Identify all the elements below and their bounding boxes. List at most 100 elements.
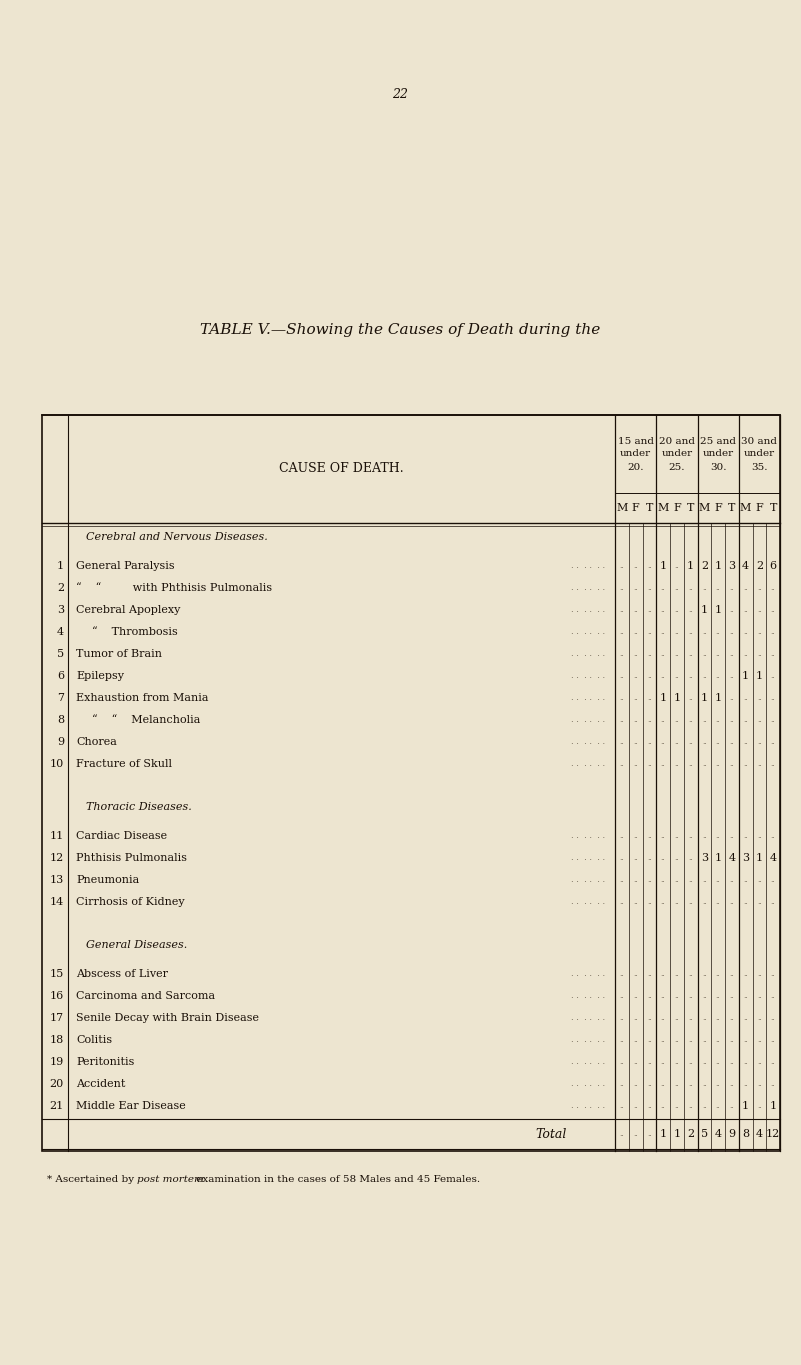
Text: ..: .. [702,650,706,658]
Text: Cerebral Apoplexy: Cerebral Apoplexy [76,605,180,616]
Text: Senile Decay with Brain Disease: Senile Decay with Brain Disease [76,1013,259,1022]
Text: ..: .. [702,628,706,636]
Text: 3: 3 [57,605,64,616]
Text: ..: .. [702,738,706,747]
Text: ..: .. [674,606,679,614]
Text: . .  . .  . .: . . . . . . [571,876,605,885]
Text: ..: .. [757,1102,762,1110]
Text: ..: .. [743,898,748,906]
Text: Cerebral and Nervous Diseases.: Cerebral and Nervous Diseases. [86,532,268,542]
Text: ..: .. [647,650,652,658]
Text: ..: .. [674,1080,679,1088]
Text: ..: .. [634,562,638,571]
Text: ..: .. [661,992,666,1001]
Text: . .  . .  . .: . . . . . . [571,1036,605,1044]
Text: T: T [728,502,735,513]
Text: ..: .. [743,1036,748,1044]
Text: ..: .. [674,1102,679,1110]
Text: 6: 6 [770,561,777,571]
Text: ..: .. [619,717,624,723]
Text: 1: 1 [714,853,722,863]
Text: ..: .. [634,584,638,592]
Text: ..: .. [661,628,666,636]
Text: ..: .. [757,738,762,747]
Text: ..: .. [634,1036,638,1044]
Text: ..: .. [730,876,735,885]
Text: ..: .. [702,898,706,906]
Text: . .  . .  . .: . . . . . . [571,833,605,839]
Text: Thoracic Diseases.: Thoracic Diseases. [86,803,191,812]
Text: ..: .. [674,738,679,747]
Text: ..: .. [757,833,762,839]
Text: ..: .. [661,717,666,723]
Text: ..: .. [688,1058,693,1066]
Text: ..: .. [661,1102,666,1110]
Text: * Ascertained by: * Ascertained by [47,1174,138,1183]
Text: ..: .. [716,584,721,592]
Text: ..: .. [743,717,748,723]
Text: ..: .. [619,1102,624,1110]
Text: . .  . .  . .: . . . . . . [571,584,605,592]
Text: ..: .. [743,628,748,636]
Text: Cirrhosis of Kidney: Cirrhosis of Kidney [76,897,184,906]
Text: ..: .. [757,1036,762,1044]
Text: ..: .. [716,1102,721,1110]
Text: ..: .. [634,606,638,614]
Text: ..: .. [661,760,666,768]
Text: F: F [714,502,722,513]
Text: 1: 1 [659,693,666,703]
Text: ..: .. [634,628,638,636]
Text: 1: 1 [756,853,763,863]
Text: Phthisis Pulmonalis: Phthisis Pulmonalis [76,853,187,863]
Text: 4: 4 [770,853,777,863]
Text: . .  . .  . .: . . . . . . [571,1102,605,1110]
Text: Chorea: Chorea [76,737,117,747]
Text: under: under [662,449,692,459]
Text: ..: .. [702,1036,706,1044]
Text: ..: .. [634,738,638,747]
Text: ..: .. [647,628,652,636]
Text: 12: 12 [766,1129,780,1138]
Text: ..: .. [702,672,706,680]
Text: ..: .. [771,1036,775,1044]
Text: ..: .. [647,971,652,977]
Text: ..: .. [702,1080,706,1088]
Text: ..: .. [688,693,693,702]
Text: 4: 4 [714,1129,722,1138]
Text: ..: .. [716,628,721,636]
Text: .: . [550,1127,553,1141]
Text: ..: .. [619,562,624,571]
Text: 18: 18 [50,1035,64,1046]
Text: 8: 8 [57,715,64,725]
Text: ..: .. [634,760,638,768]
Text: T: T [646,502,653,513]
Text: ..: .. [730,606,735,614]
Text: ..: .. [674,854,679,863]
Text: . .  . .  . .: . . . . . . [571,971,605,977]
Text: ..: .. [647,1036,652,1044]
Text: ..: .. [743,1080,748,1088]
Text: ..: .. [771,760,775,768]
Text: ..: .. [619,876,624,885]
Text: F: F [755,502,763,513]
Text: ..: .. [730,1014,735,1022]
Text: ..: .. [702,971,706,977]
Text: ..: .. [661,854,666,863]
Text: ..: .. [647,1080,652,1088]
Text: 3: 3 [728,561,735,571]
Text: ..: .. [688,628,693,636]
Text: ..: .. [743,760,748,768]
Text: ..: .. [716,738,721,747]
Text: ..: .. [688,738,693,747]
Text: ..: .. [743,876,748,885]
Text: 1: 1 [742,1102,749,1111]
Text: T: T [770,502,777,513]
Text: ..: .. [730,1080,735,1088]
Text: ..: .. [619,898,624,906]
Text: ..: .. [730,584,735,592]
Text: . .  . .  . .: . . . . . . [571,717,605,723]
Text: CAUSE OF DEATH.: CAUSE OF DEATH. [280,463,404,475]
Text: ..: .. [688,971,693,977]
Text: ..: .. [771,606,775,614]
Text: ..: .. [702,876,706,885]
